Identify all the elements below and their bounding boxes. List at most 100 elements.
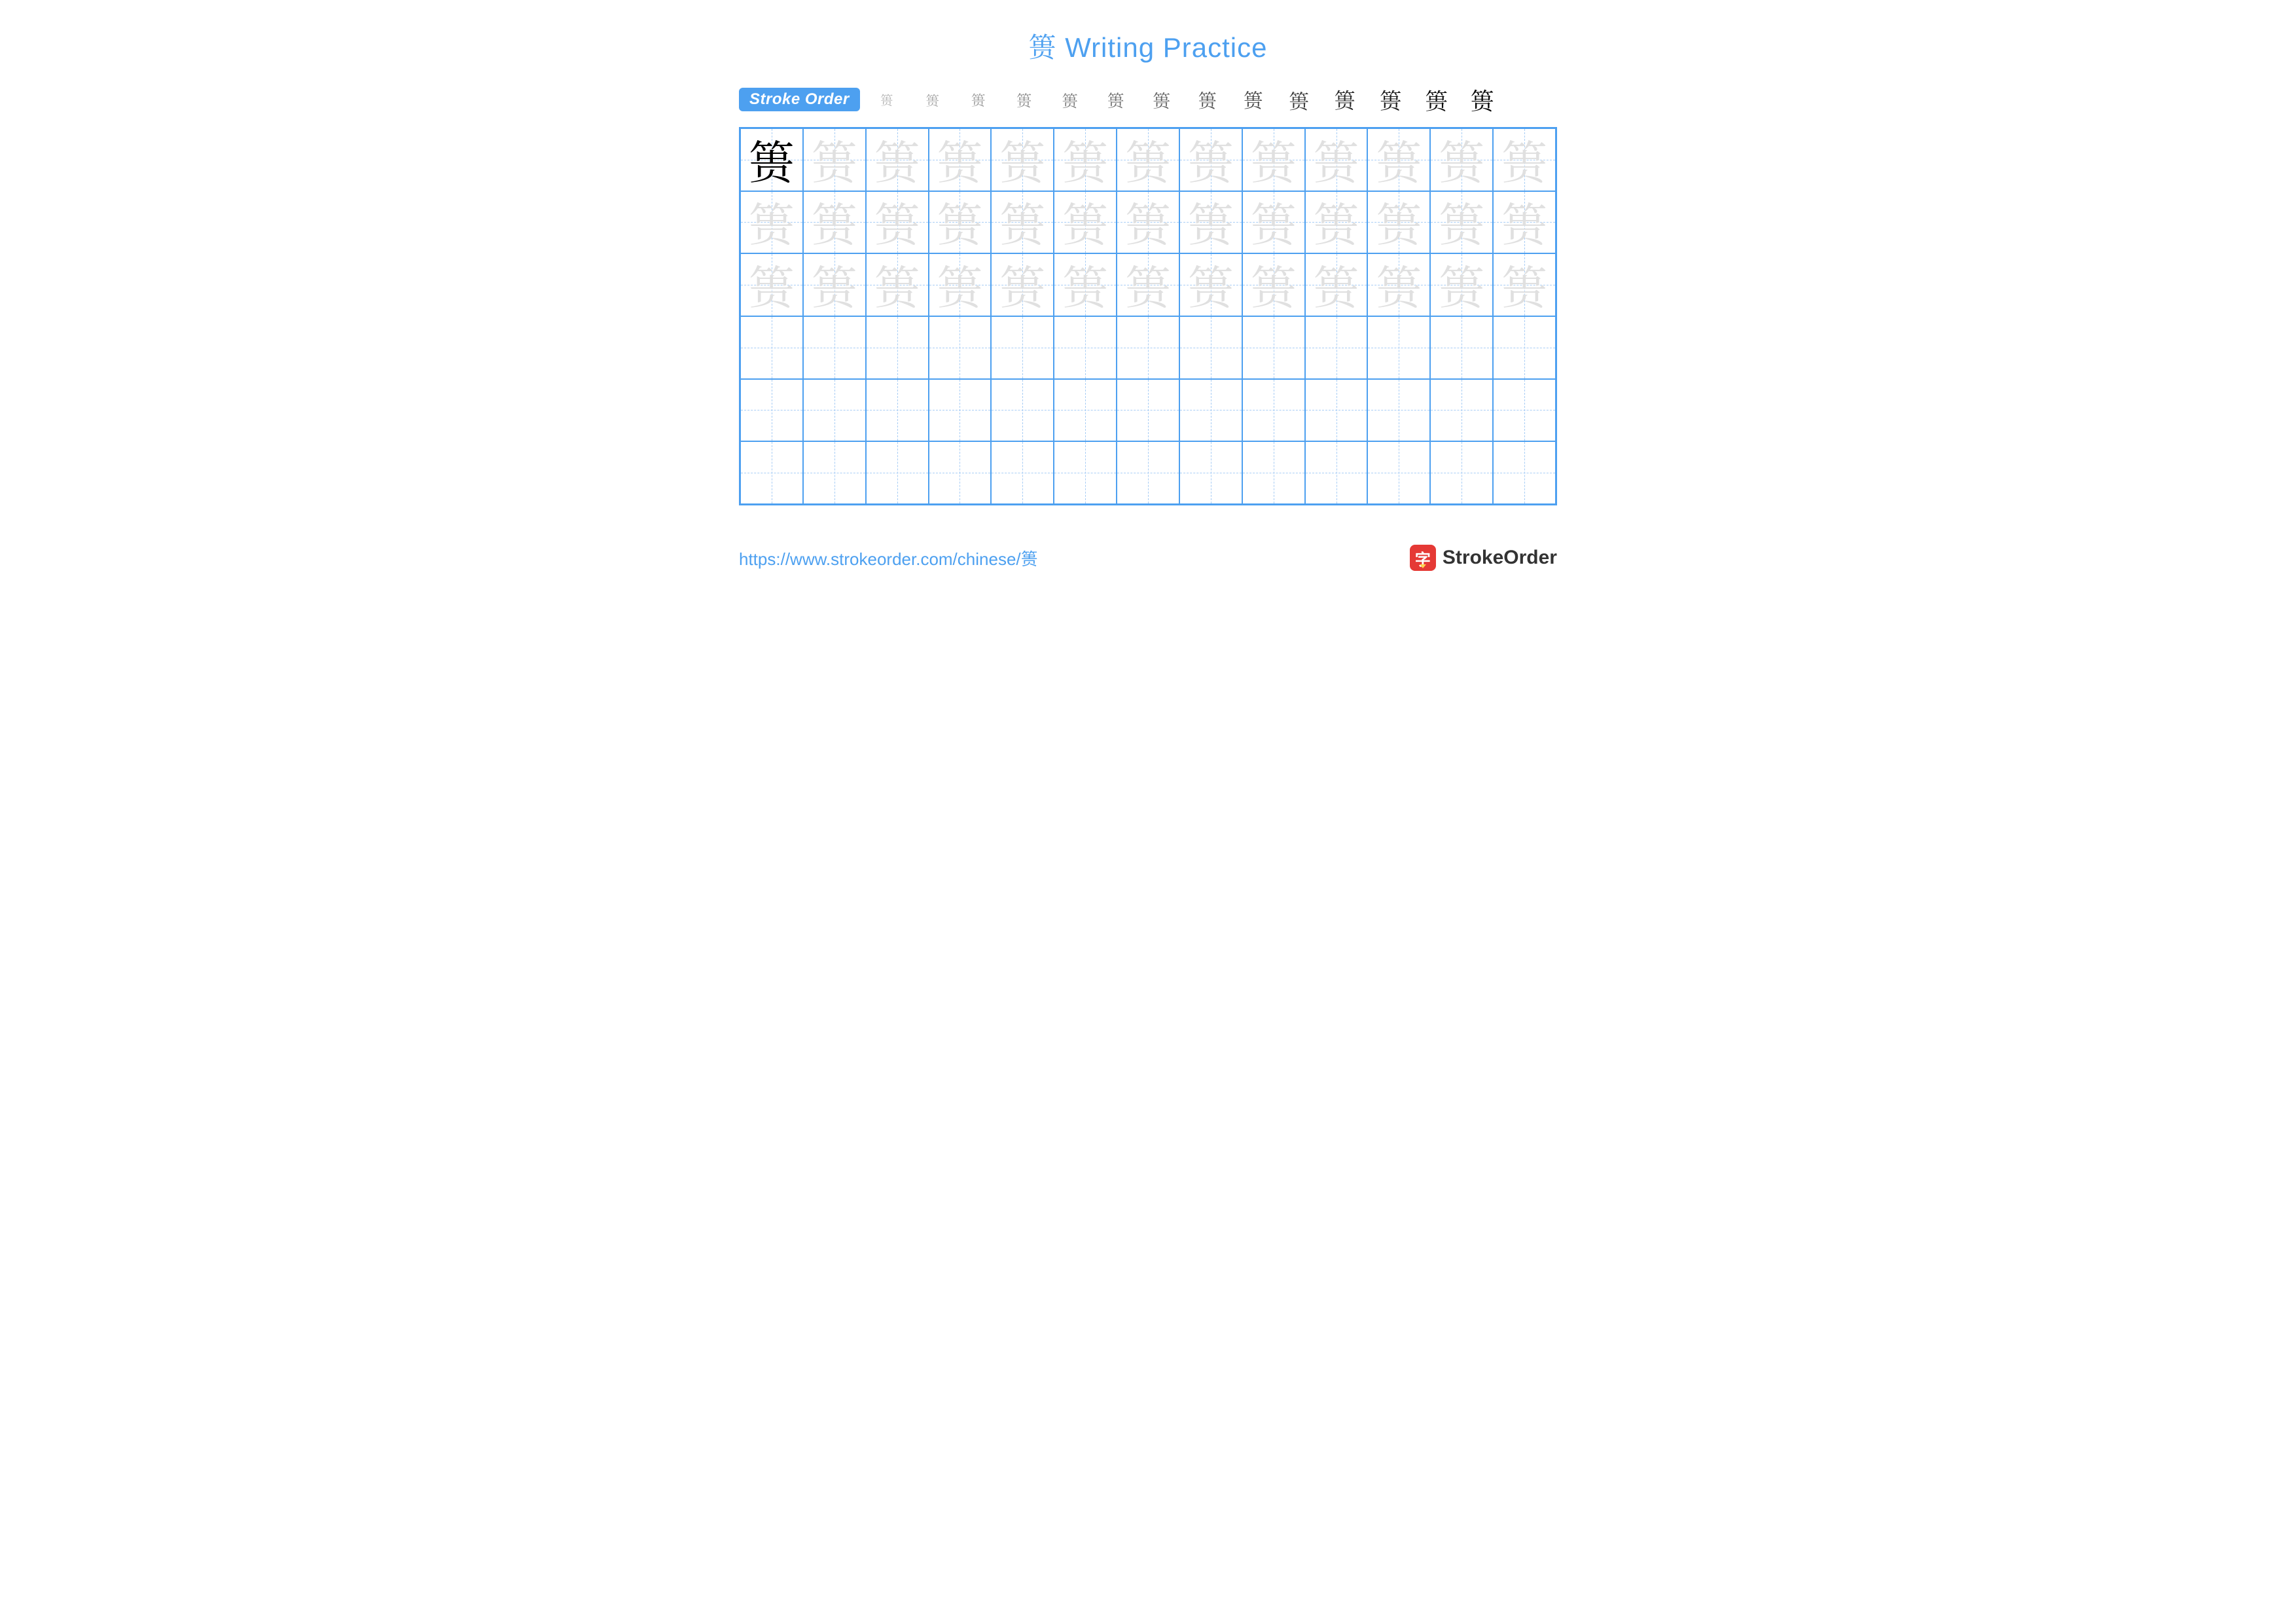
grid-cell: 篑 [929,191,992,254]
source-url[interactable]: https://www.strokeorder.com/chinese/篑 [739,546,1038,570]
trace-char: 篑 [1376,137,1422,183]
grid-cell: 篑 [1493,253,1556,316]
trace-char: 篑 [1125,262,1171,308]
trace-char: 篑 [1439,262,1484,308]
trace-char: 篑 [1314,262,1359,308]
grid-cell [1367,441,1430,504]
grid-cell: 篑 [1179,191,1242,254]
stroke-order-steps: 篑篑篑篑篑篑篑篑篑篑篑篑篑篑 [864,84,1557,115]
grid-cell: 篑 [1242,191,1305,254]
trace-char: 篑 [937,262,982,308]
grid-cell: 篑 [1367,128,1430,191]
grid-cell [1493,441,1556,504]
trace-char: 篑 [749,262,795,308]
grid-cell: 篑 [1054,128,1117,191]
trace-char: 篑 [1062,262,1108,308]
grid-cell: 篑 [1054,253,1117,316]
grid-cell: 篑 [1305,191,1368,254]
grid-cell [1117,379,1179,442]
grid-cell: 篑 [991,128,1054,191]
brand-icon: 字 [1410,545,1436,571]
trace-char: 篑 [937,199,982,245]
trace-char: 篑 [1314,137,1359,183]
grid-cell [1054,379,1117,442]
stroke-step: 篑 [1460,84,1505,115]
grid-cell: 篑 [803,191,866,254]
trace-char: 篑 [1251,199,1297,245]
stroke-step: 篑 [1185,84,1230,115]
grid-cell [803,441,866,504]
stroke-step: 篑 [1230,84,1276,115]
grid-cell [1054,316,1117,379]
stroke-order-label: Stroke Order [739,88,860,111]
grid-cell: 篑 [929,253,992,316]
grid-cell: 篑 [1305,253,1368,316]
grid-cell [1430,441,1493,504]
trace-char: 篑 [1125,137,1171,183]
grid-cell [803,379,866,442]
trace-char: 篑 [812,199,857,245]
grid-cell: 篑 [803,253,866,316]
trace-char: 篑 [1062,199,1108,245]
trace-char: 篑 [812,137,857,183]
grid-cell: 篑 [1054,191,1117,254]
grid-cell: 篑 [991,191,1054,254]
stroke-step: 篑 [864,84,910,115]
stroke-step: 篑 [1322,84,1368,115]
stroke-step: 篑 [1047,84,1093,115]
grid-cell [1367,316,1430,379]
practice-grid: 篑篑篑篑篑篑篑篑篑篑篑篑篑篑篑篑篑篑篑篑篑篑篑篑篑篑篑篑篑篑篑篑篑篑篑篑篑篑篑 [739,127,1557,505]
stroke-step: 篑 [1414,84,1460,115]
title-char: 篑 [1029,26,1057,65]
grid-cell: 篑 [1493,128,1556,191]
grid-cell: 篑 [1430,253,1493,316]
grid-cell [1367,379,1430,442]
practice-sheet: 篑 Writing Practice Stroke Order 篑篑篑篑篑篑篑篑… [700,0,1596,597]
grid-cell [929,441,992,504]
grid-cell: 篑 [1305,128,1368,191]
grid-cell: 篑 [866,191,929,254]
grid-cell [929,379,992,442]
grid-cell [1117,316,1179,379]
grid-cell [866,316,929,379]
trace-char: 篑 [1251,137,1297,183]
grid-cell: 篑 [740,191,803,254]
stroke-step: 篑 [1093,84,1139,115]
grid-cell: 篑 [1117,253,1179,316]
brand-text: StrokeOrder [1443,547,1557,569]
grid-cell [1305,441,1368,504]
grid-cell [866,441,929,504]
grid-cell: 篑 [740,253,803,316]
grid-cell [1430,316,1493,379]
trace-char: 篑 [1439,199,1484,245]
stroke-step: 篑 [1001,84,1047,115]
trace-char: 篑 [1376,199,1422,245]
trace-char: 篑 [1501,199,1547,245]
stroke-step: 篑 [1276,84,1322,115]
grid-cell: 篑 [740,128,803,191]
trace-char: 篑 [1439,137,1484,183]
grid-cell [740,316,803,379]
stroke-order-row: Stroke Order 篑篑篑篑篑篑篑篑篑篑篑篑篑篑 [739,84,1557,115]
model-char: 篑 [749,137,795,183]
grid-cell [1179,441,1242,504]
stroke-step: 篑 [956,84,1001,115]
grid-cell [1493,316,1556,379]
trace-char: 篑 [1251,262,1297,308]
grid-cell [991,379,1054,442]
grid-cell [1430,379,1493,442]
grid-cell [1179,379,1242,442]
trace-char: 篑 [812,262,857,308]
grid-cell [1305,379,1368,442]
stroke-step: 篑 [1368,84,1414,115]
trace-char: 篑 [874,199,920,245]
grid-cell [1117,441,1179,504]
trace-char: 篑 [1188,137,1234,183]
trace-char: 篑 [874,262,920,308]
grid-cell [740,379,803,442]
stroke-step: 篑 [1139,84,1185,115]
grid-cell: 篑 [1117,191,1179,254]
grid-cell: 篑 [866,128,929,191]
grid-cell [1179,316,1242,379]
trace-char: 篑 [1188,199,1234,245]
